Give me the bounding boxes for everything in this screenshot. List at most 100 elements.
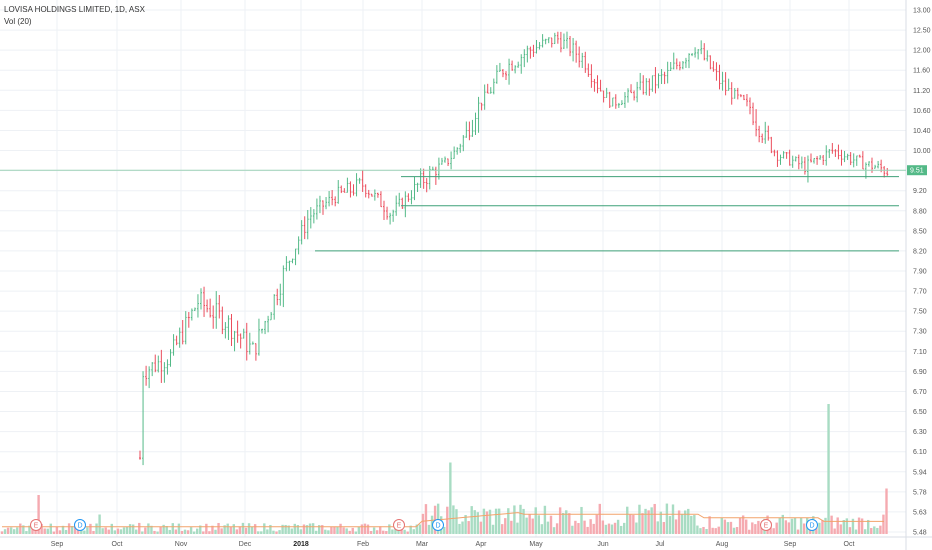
volume-bar: [601, 520, 605, 534]
volume-bar: [86, 527, 89, 534]
volume-bar: [336, 526, 339, 534]
price-tick-label: 7.90: [913, 269, 927, 276]
volume-bar: [842, 519, 845, 534]
volume-indicator-label: Vol (20): [4, 17, 32, 26]
last-price-label: 9.51: [910, 168, 924, 175]
volume-bar: [677, 510, 681, 534]
volume-bar: [790, 518, 794, 534]
volume-bar: [174, 529, 178, 534]
volume-bar: [589, 519, 592, 534]
volume-bar: [680, 513, 684, 534]
volume-bar: [153, 530, 156, 534]
volume-bar: [555, 523, 559, 534]
volume-bar: [537, 515, 540, 534]
volume-bar: [263, 523, 266, 534]
volume-bar: [162, 524, 165, 534]
volume-bar: [83, 530, 86, 534]
volume-bar: [461, 521, 464, 534]
volume-bar: [357, 526, 361, 534]
volume-bar: [6, 527, 10, 534]
volume-bar: [629, 514, 632, 534]
volume-bar: [592, 523, 595, 534]
event-marker-label: D: [77, 523, 82, 530]
volume-bar: [449, 462, 452, 534]
volume-bar: [391, 529, 394, 534]
volume-bar: [604, 524, 608, 534]
volume-bar: [128, 524, 132, 534]
volume-bar: [882, 514, 885, 534]
volume-bar: [253, 524, 257, 534]
volume-bar: [650, 507, 653, 534]
volume-bar: [552, 527, 556, 534]
event-marker-label: E: [764, 523, 769, 530]
price-tick-label: 7.30: [913, 329, 927, 336]
volume-bar: [229, 526, 232, 534]
volume-bar: [745, 519, 748, 534]
volume-bar: [482, 508, 486, 534]
volume-bar: [366, 524, 370, 534]
time-tick-label: Apr: [476, 541, 488, 548]
volume-bar: [223, 525, 226, 534]
volume-bar: [37, 495, 40, 534]
event-marker-label: E: [34, 523, 39, 530]
volume-bar: [638, 504, 641, 534]
volume-bar: [848, 527, 852, 534]
volume-bar: [717, 526, 720, 534]
volume-bar: [110, 523, 113, 534]
price-tick-label: 12.50: [913, 28, 931, 35]
volume-bar: [385, 531, 388, 534]
volume-bar: [177, 523, 181, 534]
time-tick-label: Nov: [175, 541, 188, 548]
volume-bar: [74, 526, 77, 534]
volume-bar: [494, 508, 498, 534]
volume-bar: [64, 529, 68, 534]
volume-bar: [540, 524, 544, 534]
volume-bar: [165, 526, 168, 534]
volume-bar: [196, 528, 199, 534]
volume-bar: [293, 523, 296, 534]
earnings-marker: [30, 519, 42, 531]
volume-bar: [46, 528, 49, 534]
volume-bar: [318, 525, 321, 534]
volume-bar: [711, 527, 714, 534]
time-tick-label: Sep: [51, 541, 64, 548]
volume-bar: [107, 529, 110, 534]
volume-bar: [275, 531, 278, 534]
volume-bar: [52, 531, 56, 534]
volume-bar: [491, 524, 495, 534]
volume-bar: [16, 527, 19, 534]
volume-bar: [619, 525, 623, 534]
volume-bar: [205, 523, 208, 534]
volume-bar: [543, 505, 547, 534]
price-tick-label: 6.30: [913, 429, 927, 436]
volume-bar: [159, 526, 162, 534]
volume-bar: [827, 404, 830, 534]
volume-bar: [284, 524, 287, 534]
volume-bar: [19, 523, 22, 534]
volume-bar: [497, 508, 501, 534]
volume-bar: [687, 508, 690, 534]
volume-bar: [25, 531, 28, 534]
volume-bar: [330, 526, 333, 534]
volume-bar: [726, 522, 730, 534]
volume-bar: [372, 527, 376, 534]
volume-bar: [436, 503, 440, 534]
volume-bar: [519, 504, 522, 534]
volume-bar: [238, 526, 242, 534]
volume-bar: [424, 504, 428, 534]
volume-bar: [778, 517, 781, 534]
volume-bar: [610, 524, 614, 534]
volume-bar: [839, 524, 842, 534]
price-tick-label: 6.70: [913, 389, 927, 396]
volume-bar: [339, 523, 342, 534]
volume-bar: [235, 529, 239, 534]
volume-bar: [168, 529, 171, 534]
volume-bar: [729, 521, 733, 534]
volume-bar: [101, 528, 104, 534]
volume-bar: [122, 527, 126, 534]
volume-bar: [327, 530, 330, 534]
volume-bar: [821, 519, 824, 534]
volume-bar: [363, 523, 367, 534]
event-marker-label: D: [809, 523, 814, 530]
